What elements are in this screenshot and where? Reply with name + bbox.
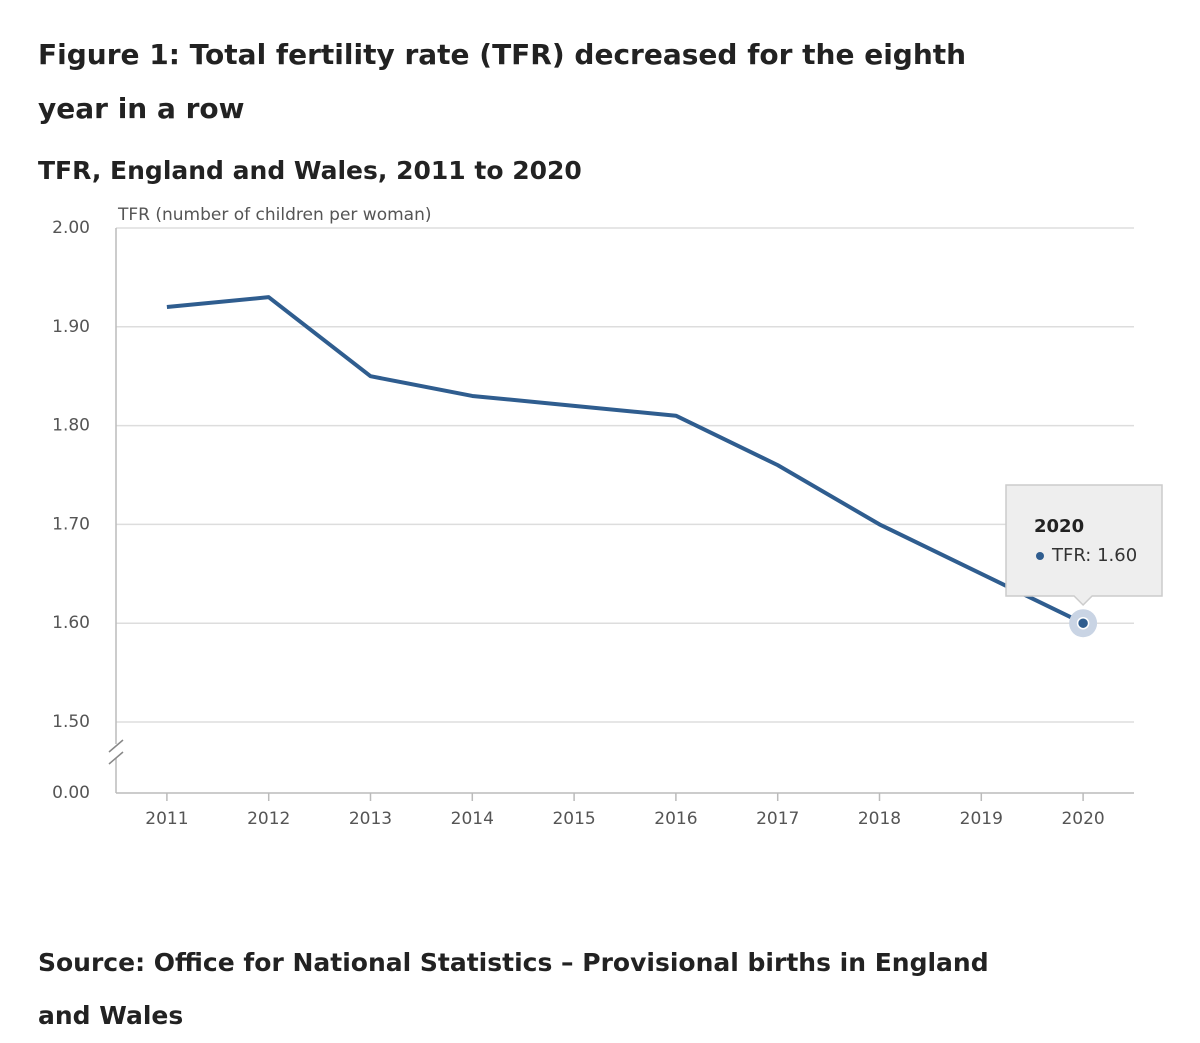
tooltip-title: 2020 [1034, 516, 1084, 537]
data-line [166, 295, 1084, 625]
x-tick-label: 2016 [654, 809, 697, 829]
y-tick-label: 1.80 [52, 416, 90, 436]
y-tick-label: 1.70 [52, 514, 90, 534]
x-tick-label: 2011 [145, 809, 188, 829]
chart-subtitle: TFR, England and Wales, 2011 to 2020 [38, 156, 582, 185]
y-tick-label: 0.00 [52, 783, 90, 803]
tooltip-box [1005, 484, 1163, 607]
x-tick-label: 2013 [349, 809, 392, 829]
x-tick-label: 2018 [858, 809, 901, 829]
tooltip-text: TFR: 1.60 [1051, 545, 1137, 566]
y-tick-label: 1.50 [52, 712, 90, 732]
y-axis-title: TFR (number of children per woman) [117, 205, 432, 225]
x-tick-label: 2017 [756, 809, 799, 829]
chart-title: Figure 1: Total fertility rate (TFR) dec… [38, 38, 967, 125]
x-tick-label: 2015 [552, 809, 595, 829]
axis-break [108, 739, 124, 753]
tooltip-dot [1036, 552, 1044, 560]
y-tick-label: 1.60 [52, 613, 90, 633]
source: Source: Office for National Statistics –… [38, 948, 989, 1030]
chart: TFR (number of children per woman) 2.00 1… [52, 205, 1163, 829]
y-tick-label: 2.00 [52, 218, 90, 238]
x-tick-label: 2012 [247, 809, 290, 829]
x-tick-label: 2014 [451, 809, 494, 829]
marker [1076, 616, 1090, 630]
axis-break [108, 751, 124, 765]
x-tick-label: 2020 [1061, 809, 1104, 829]
y-tick-label: 1.90 [52, 317, 90, 337]
x-tick-label: 2019 [960, 809, 1003, 829]
